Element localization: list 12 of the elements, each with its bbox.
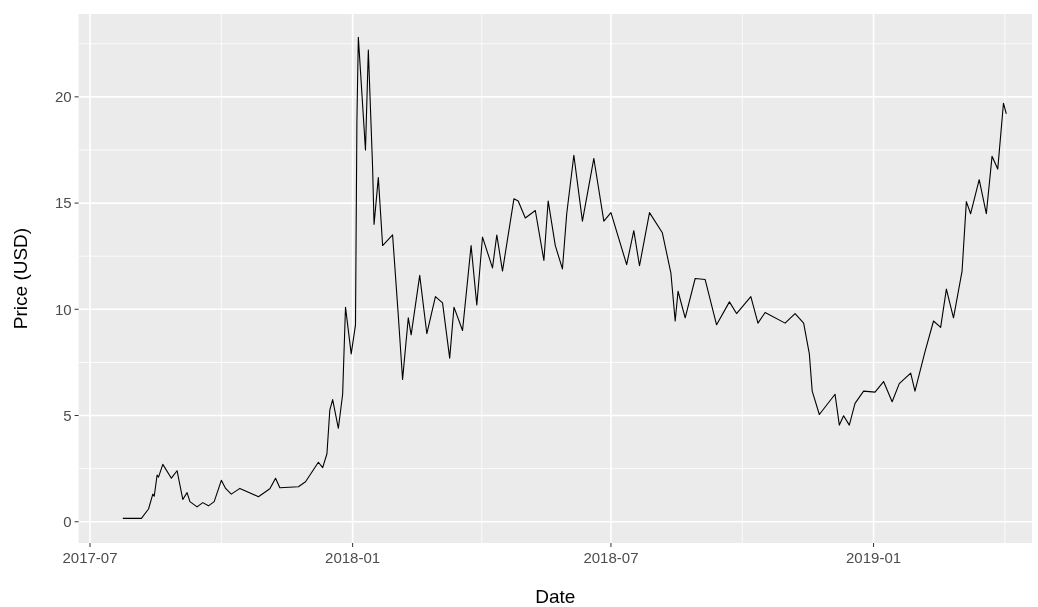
x-axis-title: Date: [535, 586, 576, 607]
x-tick-label: 2019-01: [846, 549, 902, 566]
line-series: [122, 36, 1007, 519]
y-tick-label: 0: [63, 513, 72, 531]
y-tick-label: 20: [54, 88, 72, 106]
x-tick-label: 2017-07: [62, 549, 118, 566]
y-axis-title: Price (USD): [10, 227, 31, 330]
y-tick-label: 5: [63, 406, 72, 424]
y-tick-label: 15: [54, 194, 72, 212]
x-tick-label: 2018-01: [325, 549, 381, 566]
x-tick-label: 2018-07: [583, 549, 639, 566]
y-tick-label: 10: [54, 300, 72, 318]
